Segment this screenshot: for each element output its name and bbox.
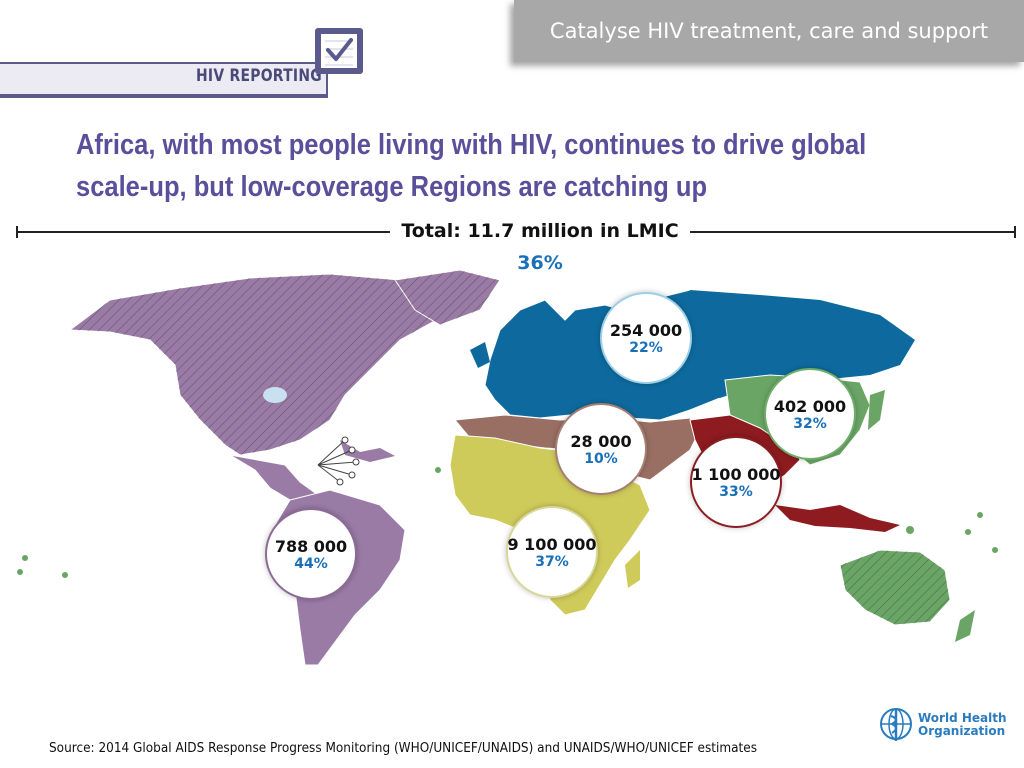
slide-title: Africa, with most people living with HIV… [76,129,867,203]
region-europe [470,289,916,421]
bubble-value: 254 000 [609,320,683,340]
bubble-value: 1 100 000 [691,464,781,484]
logo-bar-inner [0,64,326,94]
bubble-western-pacific: 402 000 32% [764,368,856,460]
rule-cap-right [1014,226,1016,238]
total-pct: 36% [517,252,563,274]
who-emblem-icon [880,708,912,741]
bubble-pct: 10% [584,450,618,467]
source-note: Source: 2014 Global AIDS Response Progre… [49,741,758,756]
bubble-pct: 32% [793,415,827,432]
bubble-value: 9 100 000 [507,534,597,554]
region-americas [68,273,472,666]
bubble-value: 28 000 [570,431,632,451]
rule-right [690,231,1016,233]
bubble-value: 788 000 [274,536,348,556]
total-label: Total: 11.7 million in LMIC [401,220,679,242]
checkbox-icon [315,28,363,74]
bubble-europe: 254 000 22% [600,292,692,384]
bubble-pct: 37% [535,553,569,570]
bubble-south-east-asia: 1 100 000 33% [690,436,782,528]
world-map [17,270,998,666]
bubble-pct: 22% [629,339,663,356]
who-line1: World Health [918,711,1007,725]
bubble-pct: 44% [294,555,328,572]
rule-left [16,231,390,233]
who-logo: World Health Organization [878,706,1007,744]
bubble-americas: 788 000 44% [265,508,357,600]
bubble-africa: 9 100 000 37% [506,506,598,598]
bubble-eastern-mediterranean: 28 000 10% [555,403,647,495]
bubble-value: 402 000 [773,396,847,416]
who-line2: Organization [918,724,1006,738]
caribbean-callouts [317,436,360,486]
logo-text: HIV REPORTING [196,66,322,86]
header-tag: Catalyse HIV treatment, care and support [514,0,1024,62]
bubble-pct: 33% [719,483,753,500]
